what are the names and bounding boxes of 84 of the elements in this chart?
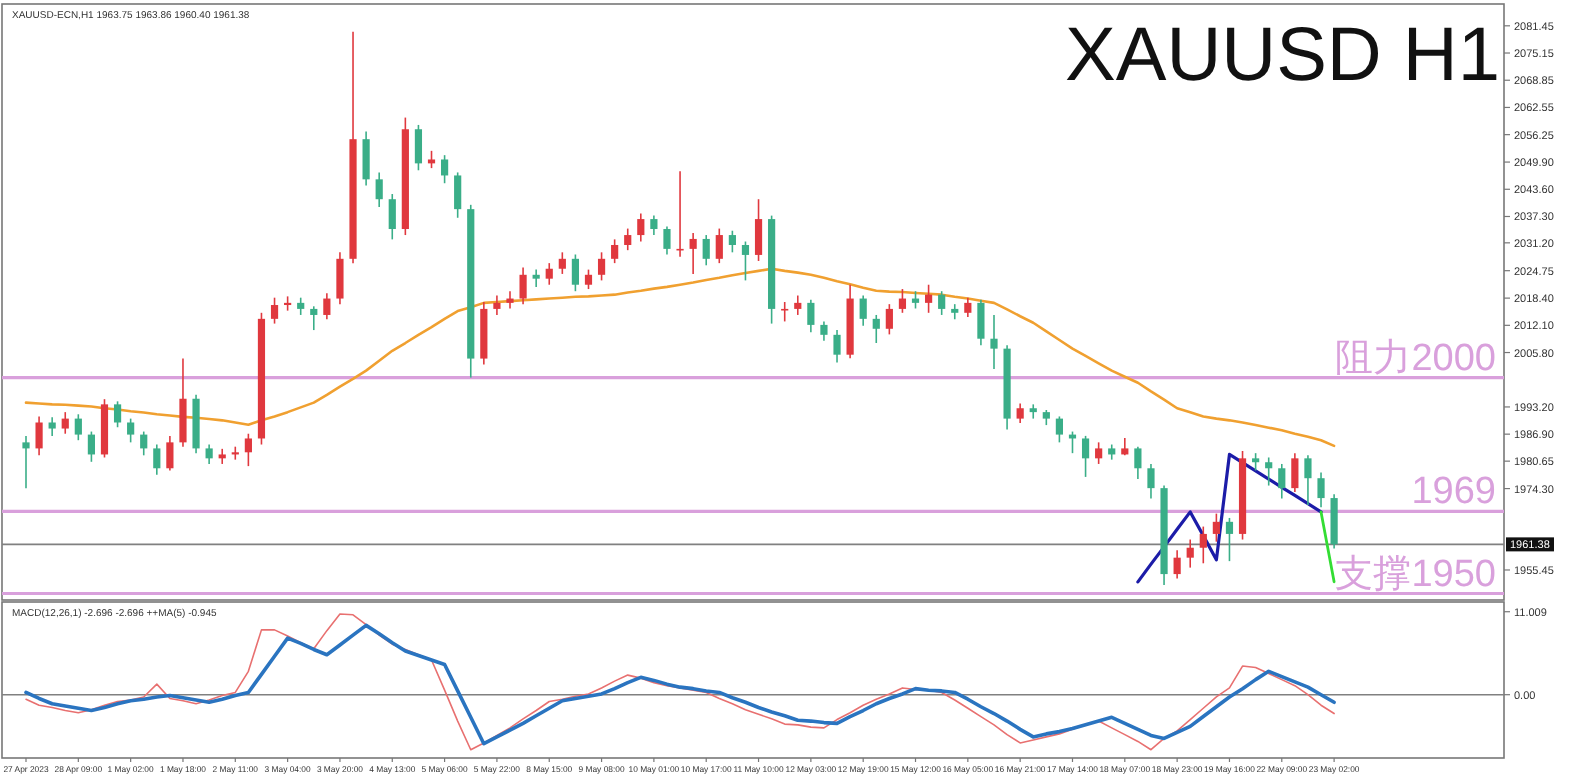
candlestick bbox=[1173, 549, 1181, 580]
candlestick bbox=[441, 154, 449, 185]
candlestick bbox=[833, 329, 841, 364]
candlestick bbox=[898, 288, 907, 314]
candlestick bbox=[414, 124, 423, 172]
candlestick bbox=[310, 305, 318, 331]
candlestick bbox=[1016, 402, 1024, 424]
candlestick bbox=[1134, 445, 1142, 480]
candlestick bbox=[35, 415, 43, 457]
candlestick bbox=[375, 171, 383, 208]
candlestick bbox=[1029, 403, 1037, 420]
candlestick bbox=[611, 238, 619, 264]
candlestick bbox=[584, 268, 593, 290]
candlestick bbox=[925, 283, 933, 314]
candlestick bbox=[532, 268, 540, 288]
candlestick bbox=[218, 448, 226, 465]
candlestick bbox=[754, 198, 763, 262]
candlestick bbox=[571, 253, 579, 292]
ref-line-label: 1969 bbox=[1411, 471, 1496, 514]
candlestick bbox=[1291, 452, 1299, 493]
candlestick bbox=[506, 290, 514, 310]
candlestick bbox=[336, 251, 344, 305]
candlestick bbox=[87, 430, 95, 463]
candlestick bbox=[1081, 435, 1090, 478]
candlestick bbox=[61, 411, 69, 435]
candlestick bbox=[1265, 456, 1273, 487]
candlestick bbox=[454, 171, 462, 219]
candlestick bbox=[1304, 454, 1312, 506]
candlestick bbox=[872, 314, 880, 344]
line-series bbox=[24, 267, 1336, 448]
candlestick bbox=[1055, 415, 1063, 444]
candlestick bbox=[990, 314, 998, 370]
candlestick bbox=[1212, 512, 1220, 543]
candlestick bbox=[859, 294, 867, 327]
chart-title: XAUUSD H1 bbox=[1065, 14, 1500, 98]
candlestick bbox=[113, 400, 122, 429]
ref-line-label: 支撑1950 bbox=[1335, 553, 1496, 596]
candlestick bbox=[1225, 517, 1234, 562]
candlestick bbox=[1317, 471, 1325, 508]
candlestick bbox=[140, 430, 148, 457]
candlestick bbox=[741, 240, 750, 282]
candlestick bbox=[1147, 463, 1155, 500]
candlestick bbox=[597, 251, 606, 282]
candlestick bbox=[205, 443, 213, 465]
candlestick bbox=[663, 225, 671, 256]
candlestick bbox=[728, 229, 736, 254]
candlestick bbox=[323, 292, 331, 321]
line-series bbox=[1136, 452, 1323, 584]
candlestick bbox=[545, 262, 553, 286]
candlestick bbox=[938, 290, 946, 316]
candlestick bbox=[22, 435, 30, 489]
candlestick bbox=[637, 212, 645, 243]
ref-line-label: 阻力2000 bbox=[1335, 337, 1496, 380]
candlestick bbox=[388, 193, 396, 241]
candlestick bbox=[1278, 463, 1286, 500]
candlestick bbox=[48, 416, 56, 437]
candlestick bbox=[179, 357, 187, 448]
candlestick bbox=[558, 251, 566, 275]
candlestick bbox=[166, 435, 174, 472]
candlestick bbox=[244, 432, 252, 467]
candlestick bbox=[951, 303, 959, 321]
candlestick bbox=[820, 320, 828, 342]
candlestick bbox=[885, 303, 893, 336]
candlestick bbox=[624, 227, 632, 251]
candlestick bbox=[715, 227, 723, 264]
candlestick bbox=[689, 232, 697, 275]
candlestick bbox=[127, 417, 135, 444]
candlestick bbox=[807, 299, 815, 334]
candlestick bbox=[519, 266, 527, 305]
candlestick bbox=[977, 299, 985, 346]
candlestick bbox=[794, 294, 802, 316]
candlestick bbox=[74, 413, 82, 441]
candlestick bbox=[781, 301, 789, 323]
candlestick bbox=[964, 296, 972, 318]
candlestick bbox=[1199, 525, 1207, 565]
candlestick bbox=[702, 234, 710, 267]
candlestick bbox=[1186, 538, 1194, 569]
candlestick bbox=[362, 130, 370, 187]
candlestick bbox=[153, 443, 161, 476]
candlestick bbox=[650, 214, 658, 236]
candlestick bbox=[270, 296, 279, 325]
candlestick bbox=[1330, 493, 1338, 550]
candlestick bbox=[493, 294, 501, 316]
candlestick bbox=[1095, 441, 1103, 465]
